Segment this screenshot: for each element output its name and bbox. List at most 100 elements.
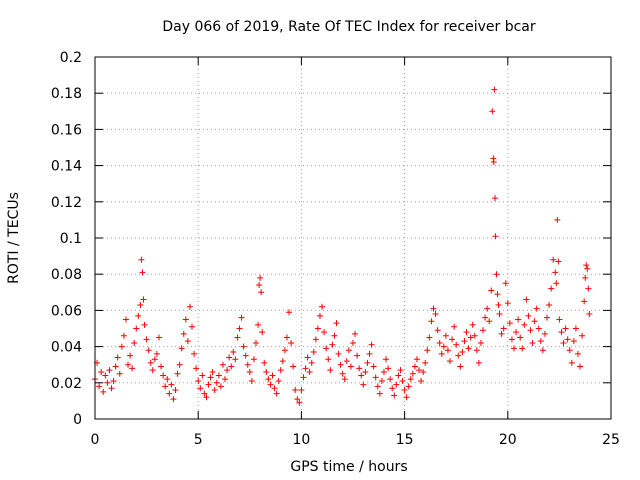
data-point	[424, 347, 431, 354]
data-point	[228, 363, 235, 370]
data-point	[263, 368, 270, 375]
data-point	[168, 381, 175, 388]
data-point	[195, 377, 202, 384]
data-point	[582, 274, 589, 281]
data-point	[523, 296, 530, 303]
data-point	[407, 376, 414, 383]
data-point	[180, 330, 187, 337]
data-point	[279, 358, 286, 365]
data-point	[162, 383, 169, 390]
data-point	[467, 334, 474, 341]
data-point	[335, 350, 342, 357]
data-point	[434, 327, 441, 334]
data-point	[440, 343, 447, 350]
x-tick-labels: 0 5 10 15 20 25	[91, 432, 620, 448]
data-point	[506, 320, 513, 327]
y-tick-label: 0.02	[51, 376, 82, 392]
data-point	[581, 298, 588, 305]
data-point	[495, 301, 502, 308]
data-point	[484, 305, 491, 312]
data-point	[486, 318, 493, 325]
data-point	[586, 311, 593, 318]
data-point	[189, 323, 196, 330]
data-point	[292, 387, 299, 394]
data-point	[529, 339, 536, 346]
data-point	[356, 365, 363, 372]
data-point	[498, 330, 505, 337]
data-point	[290, 363, 297, 370]
data-point	[432, 311, 439, 318]
data-point	[110, 377, 117, 384]
data-point	[267, 381, 274, 388]
data-point	[197, 385, 204, 392]
data-point	[112, 363, 119, 370]
data-point	[145, 347, 152, 354]
data-point	[527, 327, 534, 334]
y-tick-label: 0.04	[51, 340, 82, 356]
data-point	[182, 316, 189, 323]
data-point	[397, 367, 404, 374]
data-point	[541, 330, 548, 337]
data-point	[106, 367, 113, 374]
data-point	[513, 329, 520, 336]
data-point	[323, 345, 330, 352]
data-point	[493, 271, 500, 278]
data-point	[186, 303, 193, 310]
data-point	[240, 343, 247, 350]
data-point	[548, 285, 555, 292]
data-point	[345, 347, 352, 354]
data-point	[399, 377, 406, 384]
data-point	[552, 269, 559, 276]
data-point	[158, 363, 165, 370]
data-point	[494, 291, 501, 298]
data-point	[471, 332, 478, 339]
data-point	[555, 258, 562, 265]
data-point	[389, 385, 396, 392]
data-point	[370, 363, 377, 370]
data-point	[378, 377, 385, 384]
x-tick-label: 10	[292, 432, 310, 448]
data-point	[360, 381, 367, 388]
chart-title: Day 066 of 2019, Rate Of TEC Index for r…	[162, 19, 536, 35]
data-point	[577, 363, 584, 370]
data-point	[116, 370, 123, 377]
data-point	[337, 361, 344, 368]
data-point	[491, 86, 498, 93]
data-point	[133, 325, 140, 332]
axis-tick-marks	[94, 56, 612, 420]
data-point	[308, 359, 315, 366]
data-point	[444, 347, 451, 354]
data-point	[275, 377, 282, 384]
data-point	[147, 359, 154, 366]
data-point	[502, 280, 509, 287]
data-point	[533, 305, 540, 312]
data-point	[558, 329, 565, 336]
data-point	[358, 372, 365, 379]
data-point	[306, 368, 313, 375]
y-tick-labels: 0 0.02 0.04 0.06 0.08 0.1 0.12 0.14 0.16 0.18 0.2	[51, 50, 82, 428]
data-point	[248, 377, 255, 384]
data-point	[312, 336, 319, 343]
data-point	[265, 376, 272, 383]
data-point	[203, 394, 210, 401]
data-point	[500, 325, 507, 332]
x-axis-label: GPS time / hours	[290, 459, 407, 475]
data-point	[166, 390, 173, 397]
data-point	[244, 361, 251, 368]
data-point	[205, 381, 212, 388]
data-point	[230, 349, 237, 356]
data-point	[473, 347, 480, 354]
data-point	[553, 280, 560, 287]
data-point	[258, 289, 265, 296]
data-point	[140, 296, 147, 303]
data-point	[316, 312, 323, 319]
data-point	[122, 316, 129, 323]
data-point	[442, 332, 449, 339]
data-point	[118, 343, 125, 350]
data-point	[482, 314, 489, 321]
data-point	[271, 385, 278, 392]
data-point	[138, 256, 145, 263]
data-point	[393, 381, 400, 388]
data-point	[430, 305, 437, 312]
data-point	[222, 376, 229, 383]
